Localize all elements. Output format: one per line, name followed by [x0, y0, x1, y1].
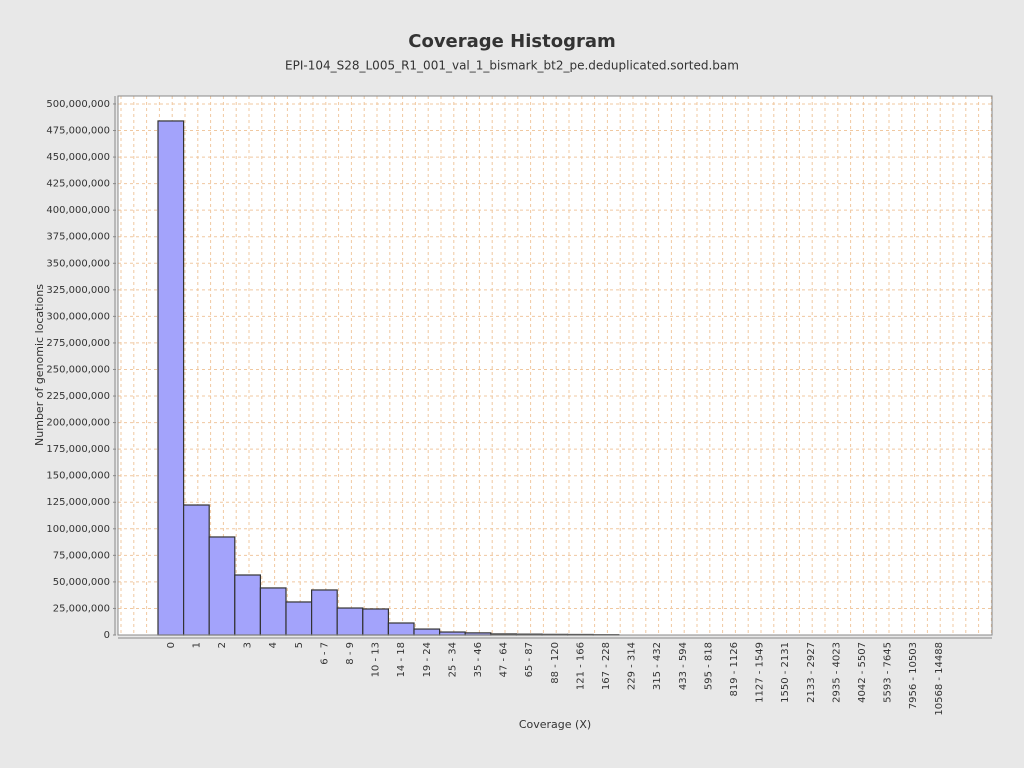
y-tick-label: 50,000,000: [53, 577, 110, 588]
x-tick-label: 167 - 228: [601, 642, 612, 690]
y-tick-label: 150,000,000: [46, 471, 110, 482]
y-tick-label: 450,000,000: [46, 152, 110, 163]
chart-subtitle: EPI-104_S28_L005_R1_001_val_1_bismark_bt…: [285, 59, 739, 73]
x-tick-label: 121 - 166: [575, 642, 586, 690]
y-tick-label: 500,000,000: [46, 99, 110, 110]
y-tick-label: 275,000,000: [46, 338, 110, 349]
x-tick-label: 14 - 18: [396, 642, 407, 677]
y-tick-label: 300,000,000: [46, 311, 110, 322]
x-tick-label: 10 - 13: [371, 642, 382, 677]
y-tick-label: 400,000,000: [46, 205, 110, 216]
x-tick-label: 6 - 7: [319, 642, 330, 665]
y-tick-label: 125,000,000: [46, 497, 110, 508]
plot-border: [117, 95, 993, 636]
y-tick-label: 350,000,000: [46, 258, 110, 269]
bar: [285, 601, 313, 636]
x-tick-label: 47 - 64: [499, 642, 510, 677]
x-tick-label: 0: [166, 642, 177, 648]
bar: [336, 607, 364, 636]
x-tick-label: 595 - 818: [703, 642, 714, 690]
bar: [157, 120, 185, 636]
x-tick-label: 10568 - 14488: [934, 642, 945, 716]
x-tick-label: 1550 - 2131: [780, 642, 791, 703]
bar: [362, 608, 389, 636]
y-tick-label: 200,000,000: [46, 418, 110, 429]
y-tick-label: 250,000,000: [46, 364, 110, 375]
x-tick-label: 433 - 594: [678, 642, 689, 690]
x-tick-label: 7956 - 10503: [908, 642, 919, 709]
x-tick-label: 4: [268, 642, 279, 648]
x-tick-label: 19 - 24: [422, 642, 433, 677]
bar: [311, 589, 338, 636]
x-tick-label: 4042 - 5507: [857, 642, 868, 703]
bar: [413, 628, 441, 636]
y-axis-label: Number of genomic locations: [33, 284, 46, 446]
x-tick-label: 819 - 1126: [729, 642, 740, 697]
x-tick-label: 1127 - 1549: [755, 642, 766, 703]
x-tick-label: 2935 - 4023: [831, 642, 842, 703]
x-tick-label: 2: [217, 642, 228, 648]
y-tick-label: 25,000,000: [53, 603, 110, 614]
x-tick-label: 229 - 314: [627, 642, 638, 690]
x-tick-label: 3: [243, 642, 254, 648]
x-tick-label: 5593 - 7645: [883, 642, 894, 703]
bar: [234, 574, 262, 636]
x-tick-label: 65 - 87: [524, 642, 535, 677]
x-tick-label: 8 - 9: [345, 642, 356, 665]
x-tick-label: 1: [191, 642, 202, 648]
y-tick-label: 225,000,000: [46, 391, 110, 402]
y-tick-label: 75,000,000: [53, 550, 110, 561]
bar: [387, 622, 415, 636]
chart-title: Coverage Histogram: [408, 31, 615, 52]
x-tick-label: 88 - 120: [550, 642, 561, 684]
bar: [259, 587, 287, 636]
bar: [183, 504, 210, 636]
x-tick-label: 2133 - 2927: [806, 642, 817, 703]
x-tick-label: 315 - 432: [652, 642, 663, 690]
plot-area: [118, 96, 992, 635]
y-tick-label: 0: [104, 630, 110, 641]
x-axis-label: Coverage (X): [519, 718, 591, 731]
y-tick-label: 175,000,000: [46, 444, 110, 455]
y-tick-label: 325,000,000: [46, 285, 110, 296]
y-tick-label: 100,000,000: [46, 524, 110, 535]
y-tick-label: 475,000,000: [46, 126, 110, 137]
y-tick-label: 425,000,000: [46, 179, 110, 190]
y-tick-label: 375,000,000: [46, 232, 110, 243]
x-tick-label: 5: [294, 642, 305, 648]
x-tick-label: 25 - 34: [447, 642, 458, 677]
x-tick-label: 35 - 46: [473, 642, 484, 677]
bar: [208, 536, 236, 636]
